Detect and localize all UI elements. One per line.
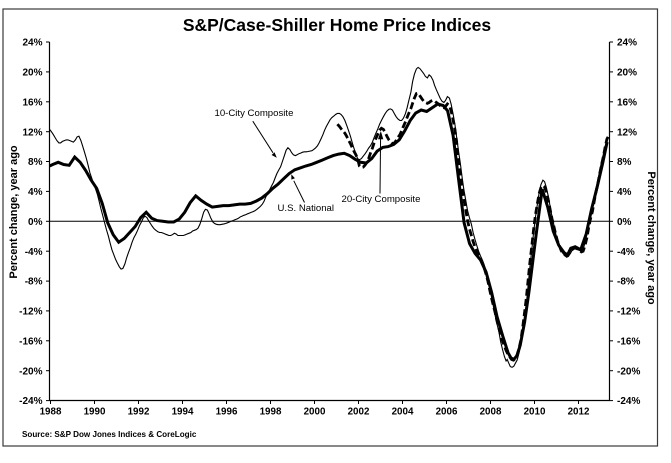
svg-text:1992: 1992 xyxy=(128,407,150,418)
svg-text:20%: 20% xyxy=(22,68,42,79)
svg-text:S&P/Case-Shiller Home Price In: S&P/Case-Shiller Home Price Indices xyxy=(183,15,492,35)
svg-text:4%: 4% xyxy=(28,187,43,198)
svg-text:20%: 20% xyxy=(617,68,637,79)
svg-text:1996: 1996 xyxy=(216,407,238,418)
svg-text:Source: S&P Dow Jones Indices: Source: S&P Dow Jones Indices & CoreLogi… xyxy=(22,430,197,439)
svg-text:Percent change, year ago: Percent change, year ago xyxy=(645,171,657,305)
svg-text:-20%: -20% xyxy=(19,366,42,377)
svg-text:-8%: -8% xyxy=(617,277,635,288)
svg-text:0%: 0% xyxy=(28,217,43,228)
svg-text:-12%: -12% xyxy=(617,307,640,318)
svg-text:2006: 2006 xyxy=(436,407,458,418)
svg-text:2004: 2004 xyxy=(392,407,414,418)
svg-text:2000: 2000 xyxy=(304,407,326,418)
svg-text:-24%: -24% xyxy=(19,396,42,407)
svg-text:Percent change, year ago: Percent change, year ago xyxy=(8,145,20,279)
svg-text:-16%: -16% xyxy=(19,336,42,347)
svg-text:U.S. National: U.S. National xyxy=(278,203,335,214)
svg-text:1998: 1998 xyxy=(260,407,282,418)
svg-text:-4%: -4% xyxy=(25,247,43,258)
svg-text:12%: 12% xyxy=(22,127,42,138)
svg-text:-8%: -8% xyxy=(25,277,43,288)
svg-text:24%: 24% xyxy=(22,38,42,49)
svg-text:2010: 2010 xyxy=(524,407,546,418)
svg-text:12%: 12% xyxy=(617,127,637,138)
svg-text:0%: 0% xyxy=(617,217,632,228)
svg-text:1994: 1994 xyxy=(172,407,194,418)
svg-text:8%: 8% xyxy=(28,157,43,168)
svg-text:-24%: -24% xyxy=(617,396,640,407)
svg-text:1988: 1988 xyxy=(40,407,62,418)
svg-text:-4%: -4% xyxy=(617,247,635,258)
svg-text:20-City Composite: 20-City Composite xyxy=(342,194,421,205)
svg-text:16%: 16% xyxy=(617,97,637,108)
svg-text:1990: 1990 xyxy=(84,407,106,418)
svg-text:2002: 2002 xyxy=(348,407,370,418)
svg-text:2008: 2008 xyxy=(480,407,502,418)
svg-text:2012: 2012 xyxy=(568,407,590,418)
svg-text:10-City Composite: 10-City Composite xyxy=(215,108,294,119)
svg-text:16%: 16% xyxy=(22,97,42,108)
svg-text:8%: 8% xyxy=(617,157,632,168)
svg-text:-12%: -12% xyxy=(19,307,42,318)
svg-text:4%: 4% xyxy=(617,187,632,198)
svg-text:-16%: -16% xyxy=(617,336,640,347)
svg-text:24%: 24% xyxy=(617,38,637,49)
svg-text:-20%: -20% xyxy=(617,366,640,377)
